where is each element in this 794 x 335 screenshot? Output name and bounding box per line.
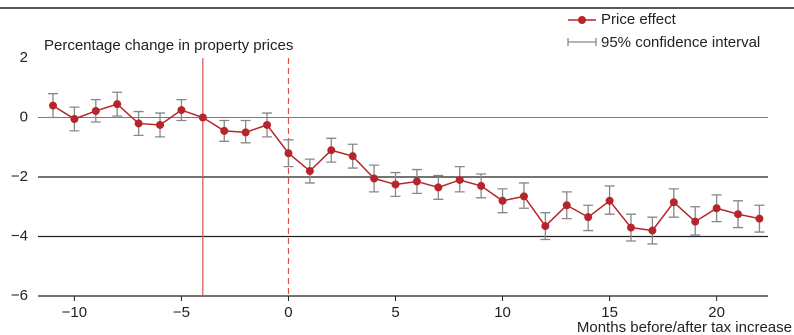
legend-swatch (578, 16, 586, 24)
price-point (348, 152, 357, 161)
price-point (755, 214, 764, 223)
y-tick-label: −2 (11, 168, 28, 185)
y-tick-label: −4 (11, 227, 28, 244)
y-tick-label: 0 (20, 108, 28, 125)
price-point (391, 180, 400, 189)
price-point (519, 192, 528, 201)
price-point (712, 204, 721, 213)
x-tick-label: −10 (62, 304, 87, 321)
price-point (669, 198, 678, 207)
price-point (177, 106, 186, 115)
price-point (48, 101, 57, 110)
x-tick-label: 15 (601, 304, 618, 321)
price-point (605, 196, 614, 205)
price-point (455, 175, 464, 184)
x-tick-label: −5 (173, 304, 190, 321)
price-point (70, 114, 79, 123)
y-axis-label: Percentage change in property prices (44, 37, 293, 54)
price-point (734, 210, 743, 219)
price-point (562, 201, 571, 210)
price-point (498, 196, 507, 205)
x-tick-label: 0 (284, 304, 292, 321)
x-axis-label: Months before/after tax increase (577, 319, 792, 335)
price-point (327, 146, 336, 155)
price-point (691, 217, 700, 226)
price-point (434, 183, 443, 192)
legend-swatch (567, 38, 597, 46)
price-point (134, 119, 143, 128)
price-point (284, 149, 293, 158)
price-point (541, 222, 550, 231)
price-point (241, 128, 250, 137)
price-point (91, 106, 100, 115)
x-tick-label: 10 (494, 304, 511, 321)
price-line (52, 103, 760, 232)
price-point (156, 120, 165, 129)
price-point (370, 174, 379, 183)
price-point (626, 223, 635, 232)
y-tick-label: −6 (11, 287, 28, 304)
price-point (263, 120, 272, 129)
price-point (648, 226, 657, 235)
price-point (198, 113, 207, 122)
price-point (220, 126, 229, 135)
x-tick-label: 20 (708, 304, 725, 321)
legend-label: 95% confidence interval (601, 34, 760, 51)
price-point (305, 167, 314, 176)
price-point (584, 213, 593, 222)
price-point (412, 177, 421, 186)
price-point (477, 181, 486, 190)
price-point (113, 100, 122, 109)
y-tick-label: 2 (20, 49, 28, 66)
x-tick-label: 5 (391, 304, 399, 321)
legend-label: Price effect (601, 11, 677, 28)
